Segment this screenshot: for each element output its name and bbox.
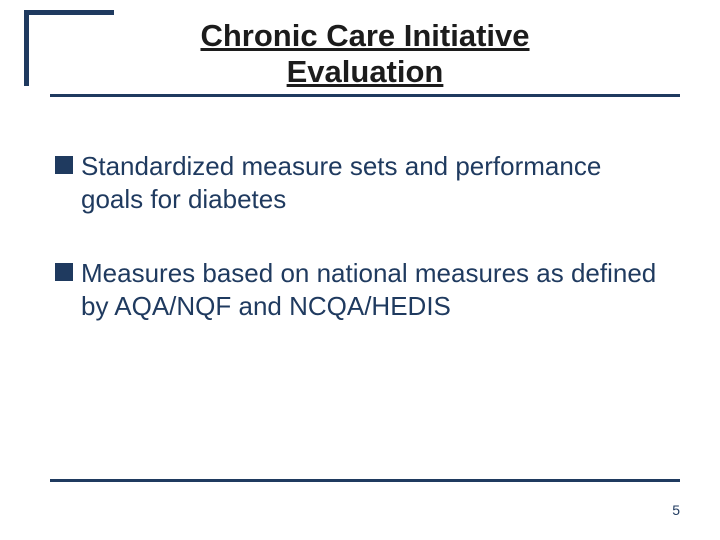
footer-rule: [50, 479, 680, 482]
title-area: Chronic Care Initiative Evaluation: [50, 10, 680, 97]
bullet-item: Standardized measure sets and performanc…: [55, 150, 665, 215]
title-line-1: Chronic Care Initiative: [50, 18, 680, 54]
bullet-text: Standardized measure sets and performanc…: [81, 150, 665, 215]
content-area: Standardized measure sets and performanc…: [55, 150, 665, 364]
bullet-text: Measures based on national measures as d…: [81, 257, 665, 322]
square-bullet-icon: [55, 156, 73, 174]
bullet-item: Measures based on national measures as d…: [55, 257, 665, 322]
title-line-2: Evaluation: [50, 54, 680, 90]
square-bullet-icon: [55, 263, 73, 281]
page-number: 5: [672, 502, 680, 518]
